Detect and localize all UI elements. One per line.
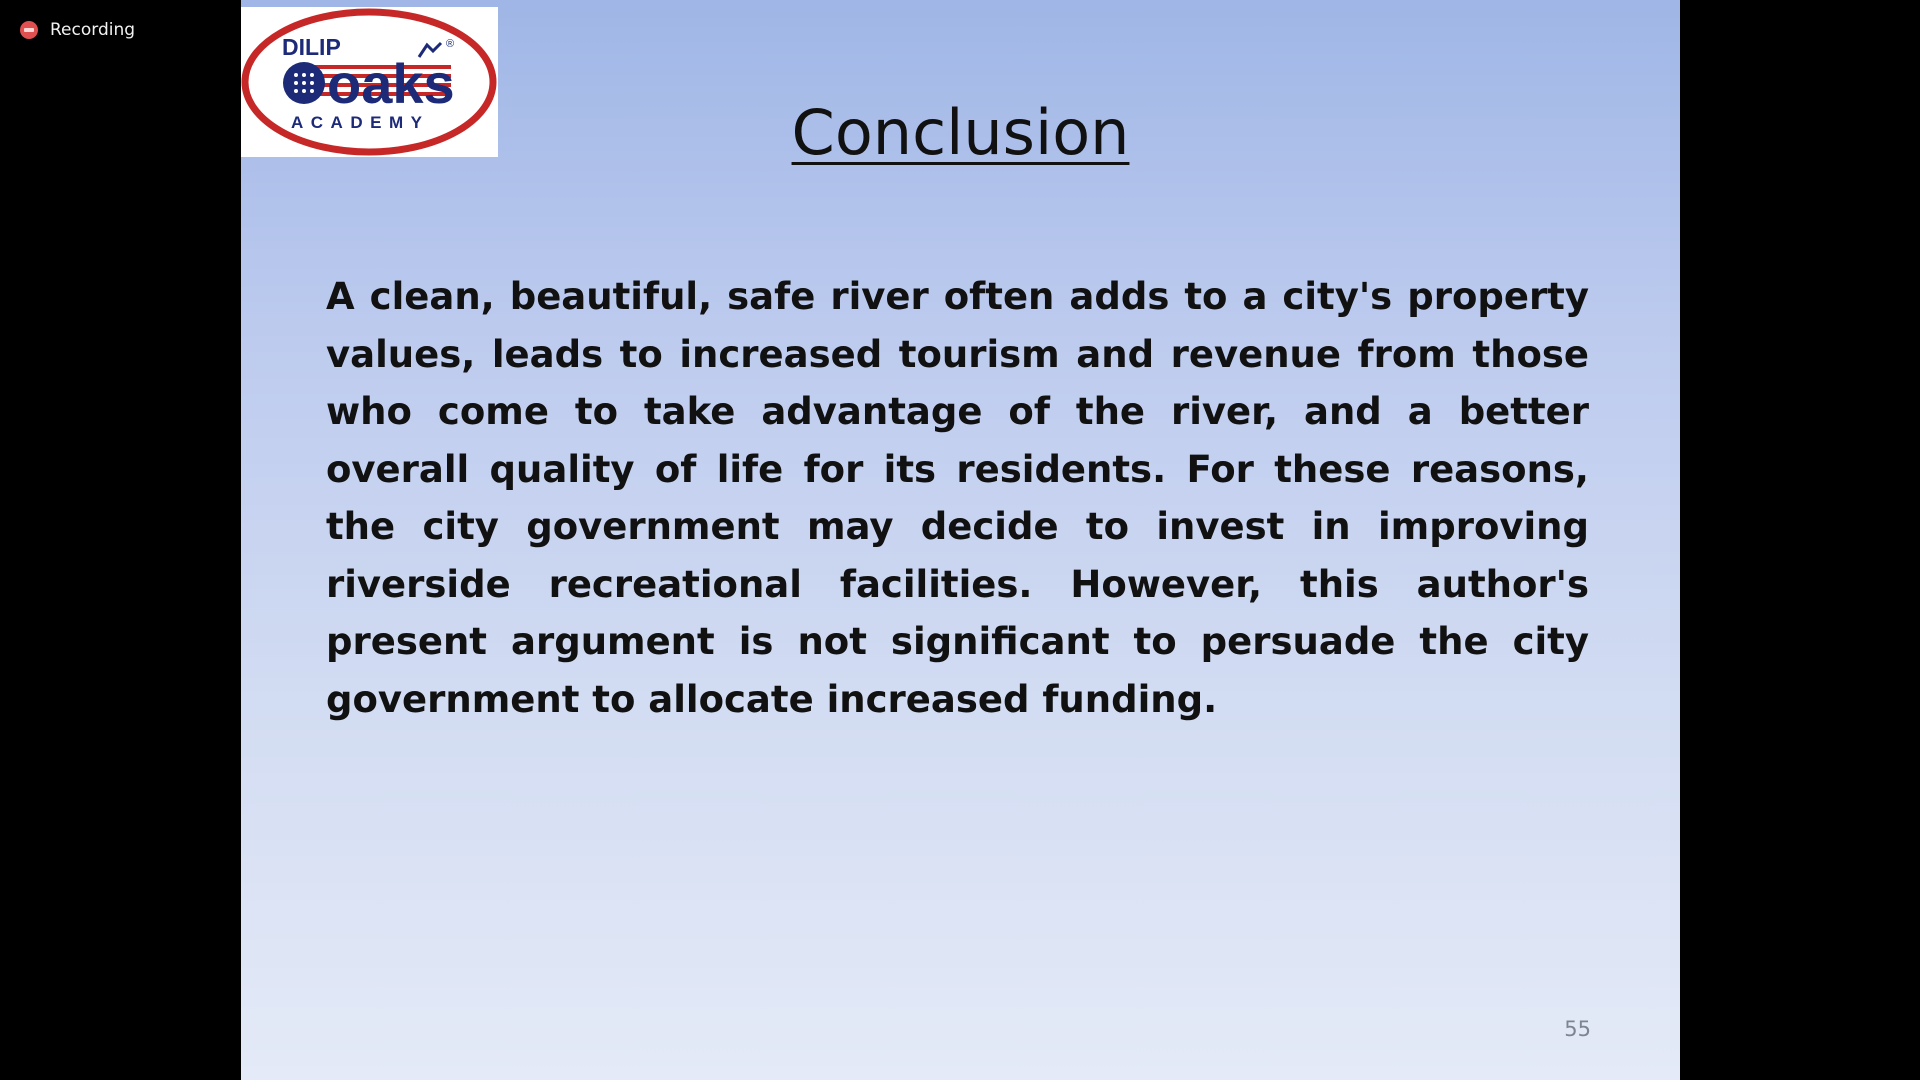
logo-main-text: oaks [327,52,455,115]
academy-logo: DILIP oaks ® ACADEMY [241,7,498,157]
bird-icon [417,41,443,58]
recording-indicator: Recording [20,18,135,42]
logo-graphic: DILIP oaks ® ACADEMY [241,8,497,156]
logo-top-text: DILIP [282,34,341,60]
slide-title: Conclusion [791,96,1130,169]
record-dot-icon [20,21,38,39]
recording-label: Recording [50,20,136,40]
registered-mark: ® [446,38,454,50]
slide-page-number: 55 [1564,1017,1591,1041]
presentation-slide: DILIP oaks ® ACADEMY Conclusion A clean,… [241,0,1680,1080]
slide-body-text: A clean, beautiful, safe river often add… [326,275,1589,721]
logo-bottom-text: ACADEMY [291,113,429,132]
flag-stripes-icon [301,65,451,96]
